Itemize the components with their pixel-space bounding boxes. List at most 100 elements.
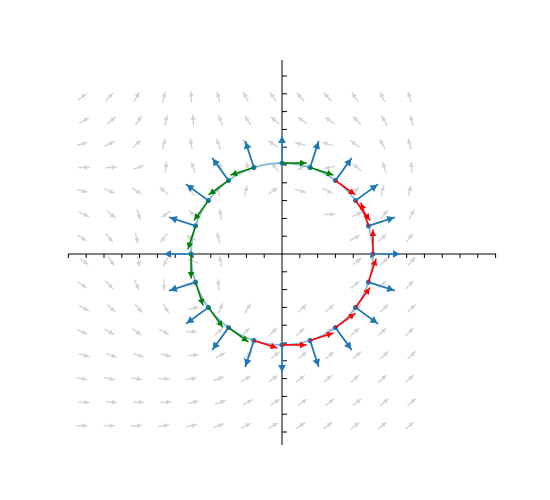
field-arrow-head	[161, 285, 167, 290]
field-arrow	[377, 374, 387, 383]
field-arrow-head	[273, 352, 279, 357]
field-arrow-head	[269, 141, 275, 146]
field-arrow-head	[191, 329, 197, 335]
field-arrow	[103, 376, 115, 382]
field-arrow	[77, 93, 87, 101]
field-arrow-head	[383, 398, 389, 404]
field-arrow	[268, 375, 278, 383]
field-arrow-head	[380, 328, 386, 334]
field-arrow	[217, 255, 223, 267]
field-arrow	[350, 281, 360, 289]
field-arrow	[294, 141, 306, 147]
field-arrow-head	[353, 164, 359, 169]
tangent-arrow	[207, 306, 224, 328]
field-arrow-head	[299, 375, 305, 381]
field-arrow-head	[353, 187, 359, 193]
field-arrow-head	[134, 284, 140, 290]
tangent-arrow	[194, 281, 205, 306]
field-arrow	[325, 351, 335, 360]
field-arrow	[324, 116, 335, 125]
field-arrow	[185, 423, 197, 428]
normal-arrow	[354, 306, 379, 325]
field-arrow-head	[322, 141, 329, 147]
normal-arrow	[168, 216, 197, 227]
tangent-arrow-head	[197, 298, 205, 305]
field-arrow-head	[164, 307, 169, 313]
field-arrow-head	[271, 163, 277, 169]
field-arrow	[215, 232, 221, 244]
field-arrow-head	[270, 92, 275, 99]
field-arrow	[380, 209, 389, 219]
field-arrow-head	[328, 305, 334, 310]
field-arrow-head	[408, 375, 414, 381]
field-arrow	[295, 374, 306, 383]
field-arrow	[268, 422, 279, 429]
field-arrow	[136, 255, 142, 267]
field-arrow-head	[326, 188, 333, 194]
field-arrow	[106, 304, 116, 313]
field-arrow	[78, 117, 90, 124]
field-arrow-head	[408, 422, 414, 428]
field-arrow-head	[186, 235, 192, 240]
field-arrow-head	[381, 116, 387, 122]
field-arrow	[187, 305, 199, 311]
field-arrow	[188, 91, 194, 103]
tangent-arrow-head	[300, 159, 306, 167]
field-arrow	[324, 165, 336, 170]
normal-arrow-head	[392, 250, 400, 258]
field-arrow-head	[355, 399, 361, 404]
tangent-arrow	[354, 287, 371, 309]
field-arrow-head	[299, 422, 305, 428]
field-arrow-head	[381, 422, 387, 428]
normal-arrow-head	[212, 158, 220, 167]
field-arrow-head	[245, 303, 251, 310]
field-arrow	[185, 329, 197, 335]
field-arrow-head	[381, 281, 387, 287]
field-arrow-head	[217, 328, 223, 334]
field-arrow	[78, 211, 90, 218]
field-arrow-head	[193, 399, 199, 405]
field-arrow-head	[82, 259, 88, 265]
field-arrow-head	[381, 234, 387, 240]
field-arrow-head	[355, 351, 361, 357]
field-arrow	[105, 164, 117, 170]
field-arrow-head	[217, 209, 223, 215]
field-arrow	[76, 141, 88, 147]
field-arrow-head	[410, 398, 416, 404]
field-arrow-head	[407, 186, 413, 191]
field-arrow	[351, 211, 363, 218]
field-arrow-head	[382, 210, 388, 216]
field-arrow-head	[271, 328, 277, 334]
field-arrow-head	[353, 422, 359, 428]
field-arrow	[158, 376, 170, 382]
field-arrow	[216, 138, 221, 150]
field-arrow	[295, 422, 306, 430]
tangent-arrow-head	[348, 188, 355, 195]
normal-arrow-head	[244, 141, 252, 150]
normal-arrow-head	[278, 136, 286, 144]
field-arrow-head	[81, 141, 87, 147]
field-arrow-head	[82, 423, 87, 429]
tangent-arrow	[309, 331, 334, 342]
field-arrow-head	[247, 399, 253, 405]
tangent-arrow	[253, 339, 278, 350]
normal-arrow	[278, 344, 286, 373]
field-arrow	[78, 164, 90, 170]
field-arrow	[245, 161, 251, 173]
field-arrow-head	[325, 117, 331, 123]
field-arrow	[352, 398, 362, 407]
field-arrow	[407, 138, 412, 150]
field-arrow	[79, 257, 89, 266]
field-arrow	[104, 141, 115, 147]
tangent-arrow-head	[241, 335, 248, 342]
field-arrow-head	[244, 376, 251, 381]
field-arrow-head	[84, 399, 89, 405]
field-arrow-head	[81, 283, 87, 288]
field-arrow-head	[165, 352, 171, 358]
tangent-arrow	[281, 159, 307, 167]
field-arrow	[132, 399, 145, 405]
field-arrow	[105, 233, 114, 243]
tangent-arrow	[334, 179, 356, 196]
normal-arrow	[367, 281, 396, 292]
field-arrow-head	[161, 212, 167, 218]
